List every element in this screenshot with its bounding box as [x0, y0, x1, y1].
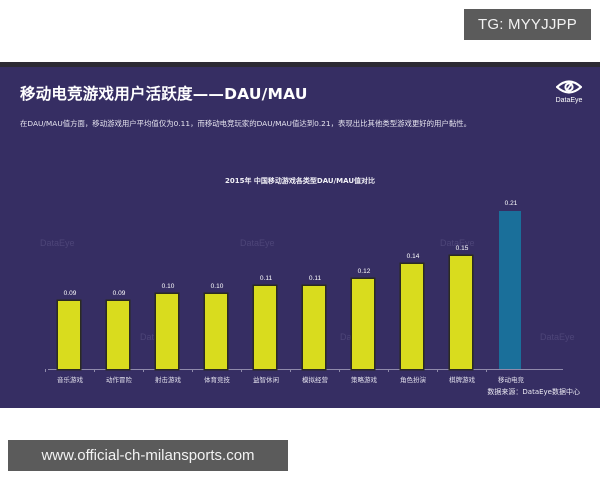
category-label: 策略游戏	[351, 376, 377, 384]
category-label: 音乐游戏	[57, 376, 83, 384]
x-axis-tick	[437, 369, 438, 372]
bar-value-label: 0.15	[455, 245, 469, 252]
data-source: 数据来源：DataEye数据中心	[487, 388, 580, 396]
bar	[450, 256, 472, 369]
slide-top-band	[0, 62, 600, 67]
x-axis-tick	[388, 369, 389, 372]
watermark: DataEye	[540, 332, 575, 342]
x-axis-tick	[339, 369, 340, 372]
category-label: 动作冒险	[106, 376, 132, 384]
x-axis-tick	[192, 369, 193, 372]
watermark: DataEye	[240, 238, 275, 248]
x-axis-tick	[45, 369, 46, 372]
category-label: 角色扮演	[400, 376, 426, 384]
category-label: 棋牌游戏	[449, 376, 475, 384]
eye-icon	[556, 80, 582, 94]
category-label: 移动电竞	[498, 376, 524, 384]
watermark: DataEye	[40, 238, 75, 248]
category-label: 体育竞技	[204, 376, 230, 384]
bar	[205, 294, 227, 369]
x-axis	[48, 369, 563, 370]
dataeye-logo: DataEye	[552, 79, 586, 104]
watermark: DataEye	[440, 238, 475, 248]
bar	[107, 301, 129, 369]
bar-value-label: 0.11	[259, 275, 273, 282]
bar	[499, 211, 521, 369]
bar-value-label: 0.14	[406, 253, 420, 260]
bar-value-label: 0.12	[357, 268, 371, 275]
x-axis-tick	[241, 369, 242, 372]
x-axis-tick	[143, 369, 144, 372]
category-label: 益智休闲	[253, 376, 279, 384]
bar	[401, 264, 423, 369]
logo-text: DataEye	[555, 97, 583, 104]
category-label: 模拟经营	[302, 376, 328, 384]
bar-value-label: 0.10	[210, 283, 224, 290]
x-axis-tick	[290, 369, 291, 372]
chart-title: 2015年 中国移动游戏各类型DAU/MAU值对比	[224, 177, 376, 185]
bar-value-label: 0.11	[308, 275, 322, 282]
bar-chart: 0.09 音乐游戏 0.09 动作冒险 0.10 射击游戏 0.10 体育竞技 0.11 益智休闲…	[0, 62, 600, 408]
category-label: 射击游戏	[155, 376, 181, 384]
bar	[352, 279, 374, 369]
slide-title: 移动电竞游戏用户活跃度——DAU/MAU	[20, 85, 308, 103]
x-axis-tick	[94, 369, 95, 372]
bar	[58, 301, 80, 369]
x-axis-tick	[486, 369, 487, 372]
url-badge: www.official-ch-milansports.com	[8, 440, 288, 471]
bar-value-label: 0.10	[161, 283, 175, 290]
bar-value-label: 0.21	[504, 200, 518, 207]
chart-slide: 移动电竞游戏用户活跃度——DAU/MAU 在DAU/MAU值方面，移动游戏用户平…	[0, 62, 600, 408]
bar	[303, 286, 325, 369]
bar-value-label: 0.09	[112, 290, 126, 297]
bar	[254, 286, 276, 369]
bar-value-label: 0.09	[63, 290, 77, 297]
slide-subtitle: 在DAU/MAU值方面，移动游戏用户平均值仅为0.11，而移动电竞玩家的DAU/…	[20, 119, 471, 128]
bar	[156, 294, 178, 369]
tg-badge: TG: MYYJJPP	[464, 9, 591, 40]
